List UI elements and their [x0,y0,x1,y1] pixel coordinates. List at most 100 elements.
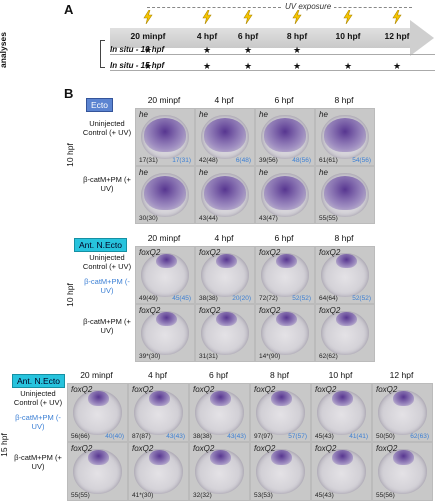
block3-row1-label: Uninjected Control (+ UV) [13,389,63,407]
embryo-count-control: 52(52) [292,295,311,302]
gene-label: foxQ2 [132,444,154,453]
column-header: 8 hpf [334,233,354,243]
embryo-count-control: 54(56) [352,157,371,164]
block1-tag: Ecto [86,98,114,112]
stain-region [215,253,237,269]
timeline-arrow-bar [110,28,410,48]
stain-region [264,175,306,210]
embryo-count: 30(30) [139,215,158,222]
embryo-image: foxQ2 49(49) 45(45) [135,246,195,304]
column-header: 20 minpf [147,233,181,243]
gene-label: foxQ2 [199,248,221,257]
block1-row2-label: β-catM+PM (+ UV) [83,175,131,193]
gene-label: he [199,110,208,119]
embryo-count: 45(43) [315,433,334,440]
embryo-count: 17(31) [139,157,158,164]
stain-region [144,117,186,152]
embryo-count-control: 48(56) [292,157,311,164]
stain-region [88,449,110,465]
embryo-image: he 55(55) [315,166,375,224]
block3-tag: Ant. N.Ecto [12,374,65,388]
embryo-image: foxQ2 53(53) [250,442,311,501]
gene-label: foxQ2 [139,306,161,315]
analyses-bracket [100,40,105,68]
block2-row1b-label: β-catM+PM (- UV) [84,277,130,295]
gene-label: foxQ2 [254,444,276,453]
block3-row1b-label: β-catM+PM (- UV) [15,413,61,431]
embryo-count: 50(50) [376,433,395,440]
panel-a-letter: A [64,2,74,17]
embryo-image: foxQ2 56(66) 40(40) [67,383,128,442]
timepoint-label: 4 hpf [196,31,218,41]
block3-row2-label: β-catM+PM (+ UV) [14,453,62,471]
gene-label: foxQ2 [71,444,93,453]
embryo-image: foxQ2 32(32) [189,442,250,501]
embryo-count: 72(72) [259,295,278,302]
gene-label: foxQ2 [193,385,215,394]
analysis-star-icon: ★ [243,45,253,55]
embryo-image: foxQ2 39*(30) [135,304,195,362]
stain-region [275,253,297,269]
embryo-count: 43(47) [259,215,278,222]
stain-region [210,449,232,465]
embryo-count: 56(66) [71,433,90,440]
analysis-star-icon: ★ [292,45,302,55]
column-header: 10 hpf [328,370,353,380]
embryo-count: 31(31) [199,353,218,360]
embryo-count-control: 17(31) [172,157,191,164]
analysis-star-icon: ★ [143,61,153,71]
column-header: 8 hpf [270,370,289,380]
stain-region [324,117,366,152]
embryo-image: foxQ2 72(72) 52(52) [255,246,315,304]
gene-label: foxQ2 [193,444,215,453]
gene-label: foxQ2 [319,248,341,257]
block1-row1-label: Uninjected Control (+ UV) [82,119,132,137]
embryo-count-control: 52(52) [352,295,371,302]
uv-bolt-icon [243,10,253,24]
stain-region [335,311,357,327]
block1-side-label: 10 hpf [64,143,75,167]
column-header: 12 hpf [389,370,414,380]
embryo-image: he 39(56) 48(56) [255,108,315,166]
gene-label: foxQ2 [254,385,276,394]
gene-label: he [259,168,268,177]
analysis-row-label-2: In situ - 15 hpf [110,61,165,70]
embryo-count: 61(61) [319,157,338,164]
analyses-label: analyses [0,32,8,68]
analysis-star-icon: ★ [143,45,153,55]
uv-bolt-icon [292,10,302,24]
embryo-count-control: 43(43) [227,433,246,440]
column-header: 6 hpf [274,95,294,105]
column-header: 4 hpf [214,233,234,243]
column-header: 8 hpf [334,95,354,105]
stain-region [149,390,171,406]
embryo-count-control: 57(57) [288,433,307,440]
embryo-image: foxQ2 45(43) 41(41) [311,383,372,442]
gene-label: foxQ2 [259,248,281,257]
stain-region [393,449,415,465]
gene-label: foxQ2 [132,385,154,394]
embryo-count: 38(38) [199,295,218,302]
embryo-count-control: 62(63) [410,433,429,440]
gene-label: foxQ2 [319,306,341,315]
embryo-image: foxQ2 31(31) [195,304,255,362]
embryo-count: 64(64) [319,295,338,302]
analysis-star-icon: ★ [292,61,302,71]
row-line-2 [110,70,435,71]
stain-region [271,449,293,465]
stain-region [264,117,306,152]
timepoint-label: 6 hpf [237,31,259,41]
gene-label: foxQ2 [139,248,161,257]
row-line-1 [110,54,435,55]
timepoint-label: 10 hpf [335,31,361,41]
stain-region [155,253,177,269]
stain-region [271,390,293,406]
analysis-star-icon: ★ [392,61,402,71]
analysis-star-icon: ★ [202,45,212,55]
block3-side-label: 15 hpf [0,433,9,457]
embryo-count: 55(55) [319,215,338,222]
gene-label: foxQ2 [199,306,221,315]
embryo-image: foxQ2 62(62) [315,304,375,362]
gene-label: he [199,168,208,177]
embryo-count: 42(48) [199,157,218,164]
